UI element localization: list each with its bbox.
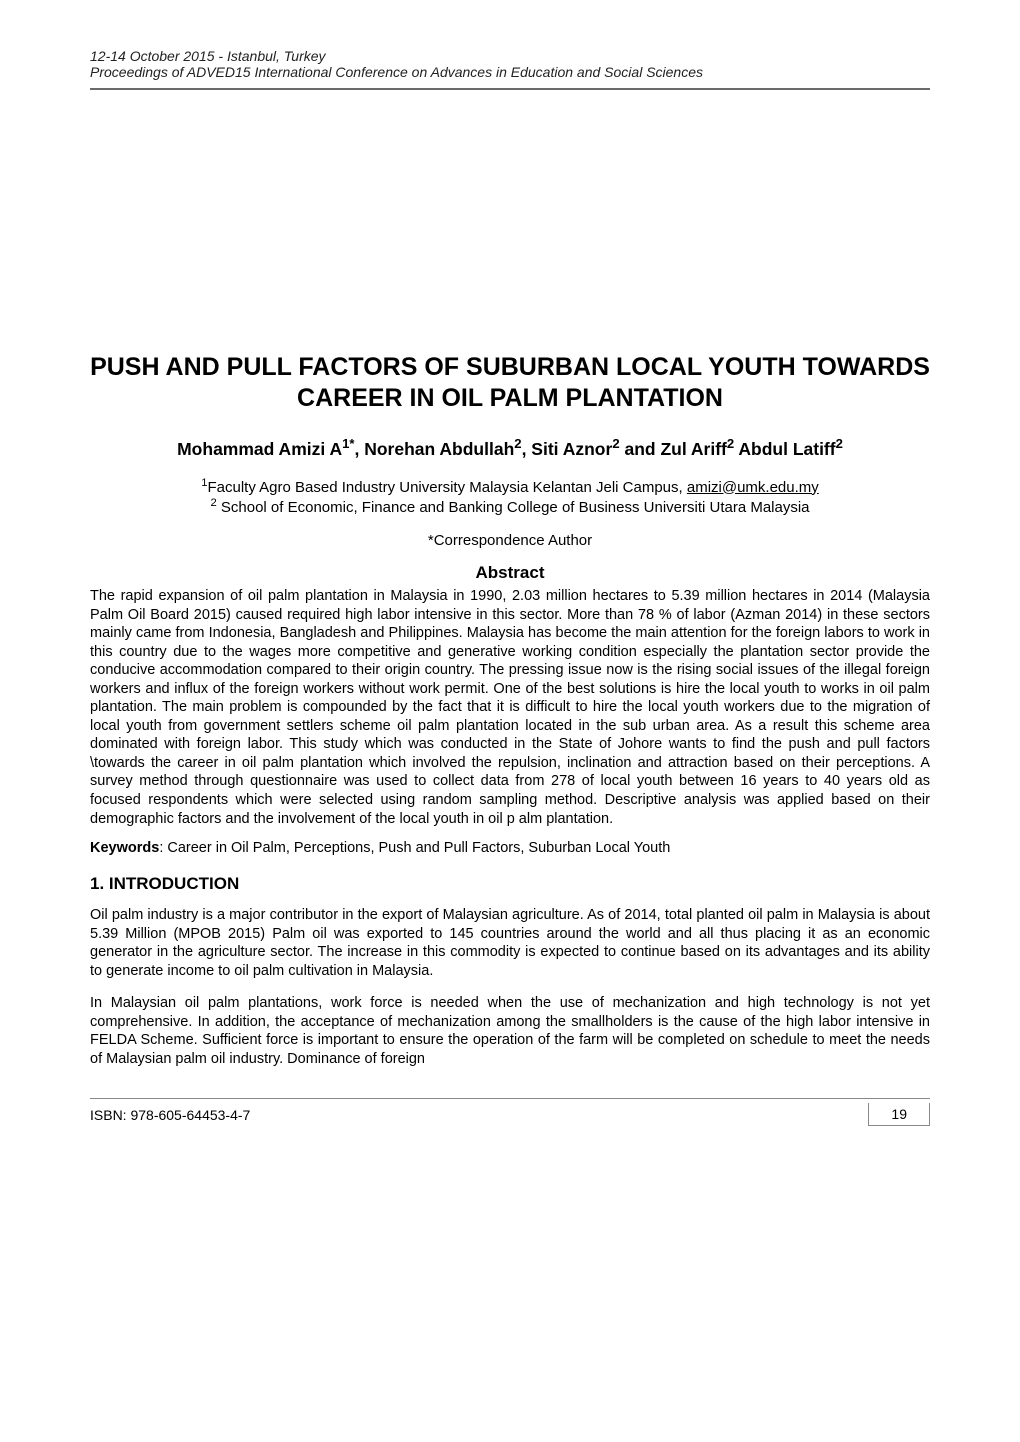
paper-title: PUSH AND PULL FACTORS OF SUBURBAN LOCAL …	[90, 352, 930, 415]
author-1-sup: 1*	[342, 436, 354, 451]
header-date-location: 12-14 October 2015 - Istanbul, Turkey	[90, 48, 930, 64]
running-header: 12-14 October 2015 - Istanbul, Turkey Pr…	[90, 48, 930, 80]
affil-email: amizi@umk.edu.my	[687, 479, 819, 496]
author-2: , Norehan Abdullah	[354, 439, 514, 459]
top-whitespace	[90, 92, 930, 352]
author-3: , Siti Aznor	[522, 439, 613, 459]
title-line-2: CAREER IN OIL PALM PLANTATION	[297, 384, 723, 412]
page-number: 19	[868, 1103, 930, 1126]
affil-1-text: Faculty Agro Based Industry University M…	[207, 479, 686, 496]
author-4-suffix: Abdul Latiff	[734, 439, 835, 459]
affiliations: 1Faculty Agro Based Industry University …	[90, 478, 930, 519]
header-proceedings: Proceedings of ADVED15 International Con…	[90, 64, 930, 80]
affil-2-text: School of Economic, Finance and Banking …	[217, 499, 810, 516]
section-1-heading: 1. INTRODUCTION	[90, 874, 930, 894]
author-list: Mohammad Amizi A1*, Norehan Abdullah2, S…	[90, 439, 930, 460]
footer-rule	[90, 1098, 930, 1099]
section-1-para-1: Oil palm industry is a major contributor…	[90, 906, 930, 980]
footer-row: ISBN: 978-605-64453-4-7 19	[90, 1103, 930, 1126]
author-3-sup: 2	[612, 436, 619, 451]
abstract-heading: Abstract	[90, 563, 930, 583]
keywords-line: Keywords: Career in Oil Palm, Perception…	[90, 840, 930, 856]
title-line-1: PUSH AND PULL FACTORS OF SUBURBAN LOCAL …	[90, 353, 930, 381]
section-1-para-2: In Malaysian oil palm plantations, work …	[90, 994, 930, 1068]
keywords-text: : Career in Oil Palm, Perceptions, Push …	[159, 840, 670, 856]
author-4-prefix: and Zul Ariff	[620, 439, 727, 459]
author-1: Mohammad Amizi A	[177, 439, 342, 459]
page-root: 12-14 October 2015 - Istanbul, Turkey Pr…	[0, 0, 1020, 1186]
page-footer: ISBN: 978-605-64453-4-7 19	[90, 1098, 930, 1126]
author-2-sup: 2	[514, 436, 521, 451]
isbn-text: ISBN: 978-605-64453-4-7	[90, 1107, 250, 1123]
correspondence-note: *Correspondence Author	[90, 532, 930, 549]
author-4-sup2: 2	[836, 436, 843, 451]
abstract-body: The rapid expansion of oil palm plantati…	[90, 587, 930, 828]
header-rule	[90, 88, 930, 90]
keywords-label: Keywords	[90, 840, 159, 856]
